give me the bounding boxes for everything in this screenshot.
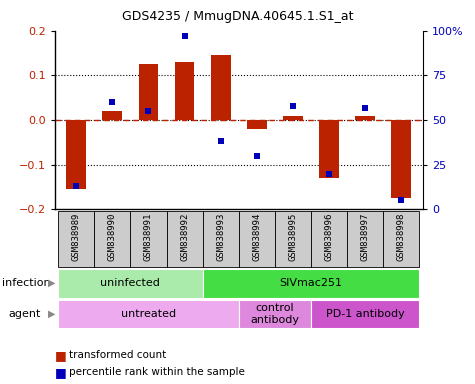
Text: untreated: untreated bbox=[121, 309, 176, 319]
Bar bbox=[58, 211, 95, 267]
Bar bbox=[275, 211, 311, 267]
Bar bbox=[283, 116, 303, 120]
Text: GSM838997: GSM838997 bbox=[361, 213, 370, 261]
Text: GSM838998: GSM838998 bbox=[397, 213, 406, 261]
Text: GSM838992: GSM838992 bbox=[180, 213, 189, 261]
Bar bbox=[391, 120, 411, 198]
Bar bbox=[383, 211, 419, 267]
Bar bbox=[319, 120, 339, 178]
Text: ■: ■ bbox=[55, 366, 66, 379]
Bar bbox=[347, 211, 383, 267]
Text: GSM838996: GSM838996 bbox=[324, 213, 333, 261]
Text: GSM838990: GSM838990 bbox=[108, 213, 117, 261]
Bar bbox=[131, 211, 167, 267]
Text: transformed count: transformed count bbox=[69, 350, 166, 360]
Text: SIVmac251: SIVmac251 bbox=[279, 278, 342, 288]
Text: GSM838993: GSM838993 bbox=[216, 213, 225, 261]
Text: GSM838989: GSM838989 bbox=[72, 213, 81, 261]
Bar bbox=[247, 120, 266, 129]
Bar bbox=[355, 116, 375, 120]
Text: agent: agent bbox=[9, 309, 41, 319]
Bar bbox=[95, 211, 131, 267]
Bar bbox=[58, 269, 203, 298]
Bar bbox=[239, 300, 311, 328]
Text: GSM838995: GSM838995 bbox=[288, 213, 297, 261]
Bar bbox=[239, 211, 275, 267]
Bar bbox=[103, 111, 122, 120]
Text: uninfected: uninfected bbox=[101, 278, 161, 288]
Text: ▶: ▶ bbox=[48, 309, 55, 319]
Bar bbox=[211, 55, 230, 120]
Text: ■: ■ bbox=[55, 349, 66, 362]
Bar bbox=[58, 300, 238, 328]
Text: PD-1 antibody: PD-1 antibody bbox=[326, 309, 404, 319]
Text: GDS4235 / MmugDNA.40645.1.S1_at: GDS4235 / MmugDNA.40645.1.S1_at bbox=[122, 10, 353, 23]
Text: GSM838991: GSM838991 bbox=[144, 213, 153, 261]
Text: percentile rank within the sample: percentile rank within the sample bbox=[69, 367, 245, 377]
Bar bbox=[167, 211, 203, 267]
Bar bbox=[175, 62, 194, 120]
Text: GSM838994: GSM838994 bbox=[252, 213, 261, 261]
Bar bbox=[139, 64, 158, 120]
Text: ▶: ▶ bbox=[48, 278, 55, 288]
Text: infection: infection bbox=[2, 278, 51, 288]
Text: control
antibody: control antibody bbox=[250, 303, 299, 325]
Bar bbox=[203, 269, 419, 298]
Bar bbox=[203, 211, 239, 267]
Bar bbox=[66, 120, 86, 189]
Bar bbox=[311, 300, 419, 328]
Bar bbox=[311, 211, 347, 267]
